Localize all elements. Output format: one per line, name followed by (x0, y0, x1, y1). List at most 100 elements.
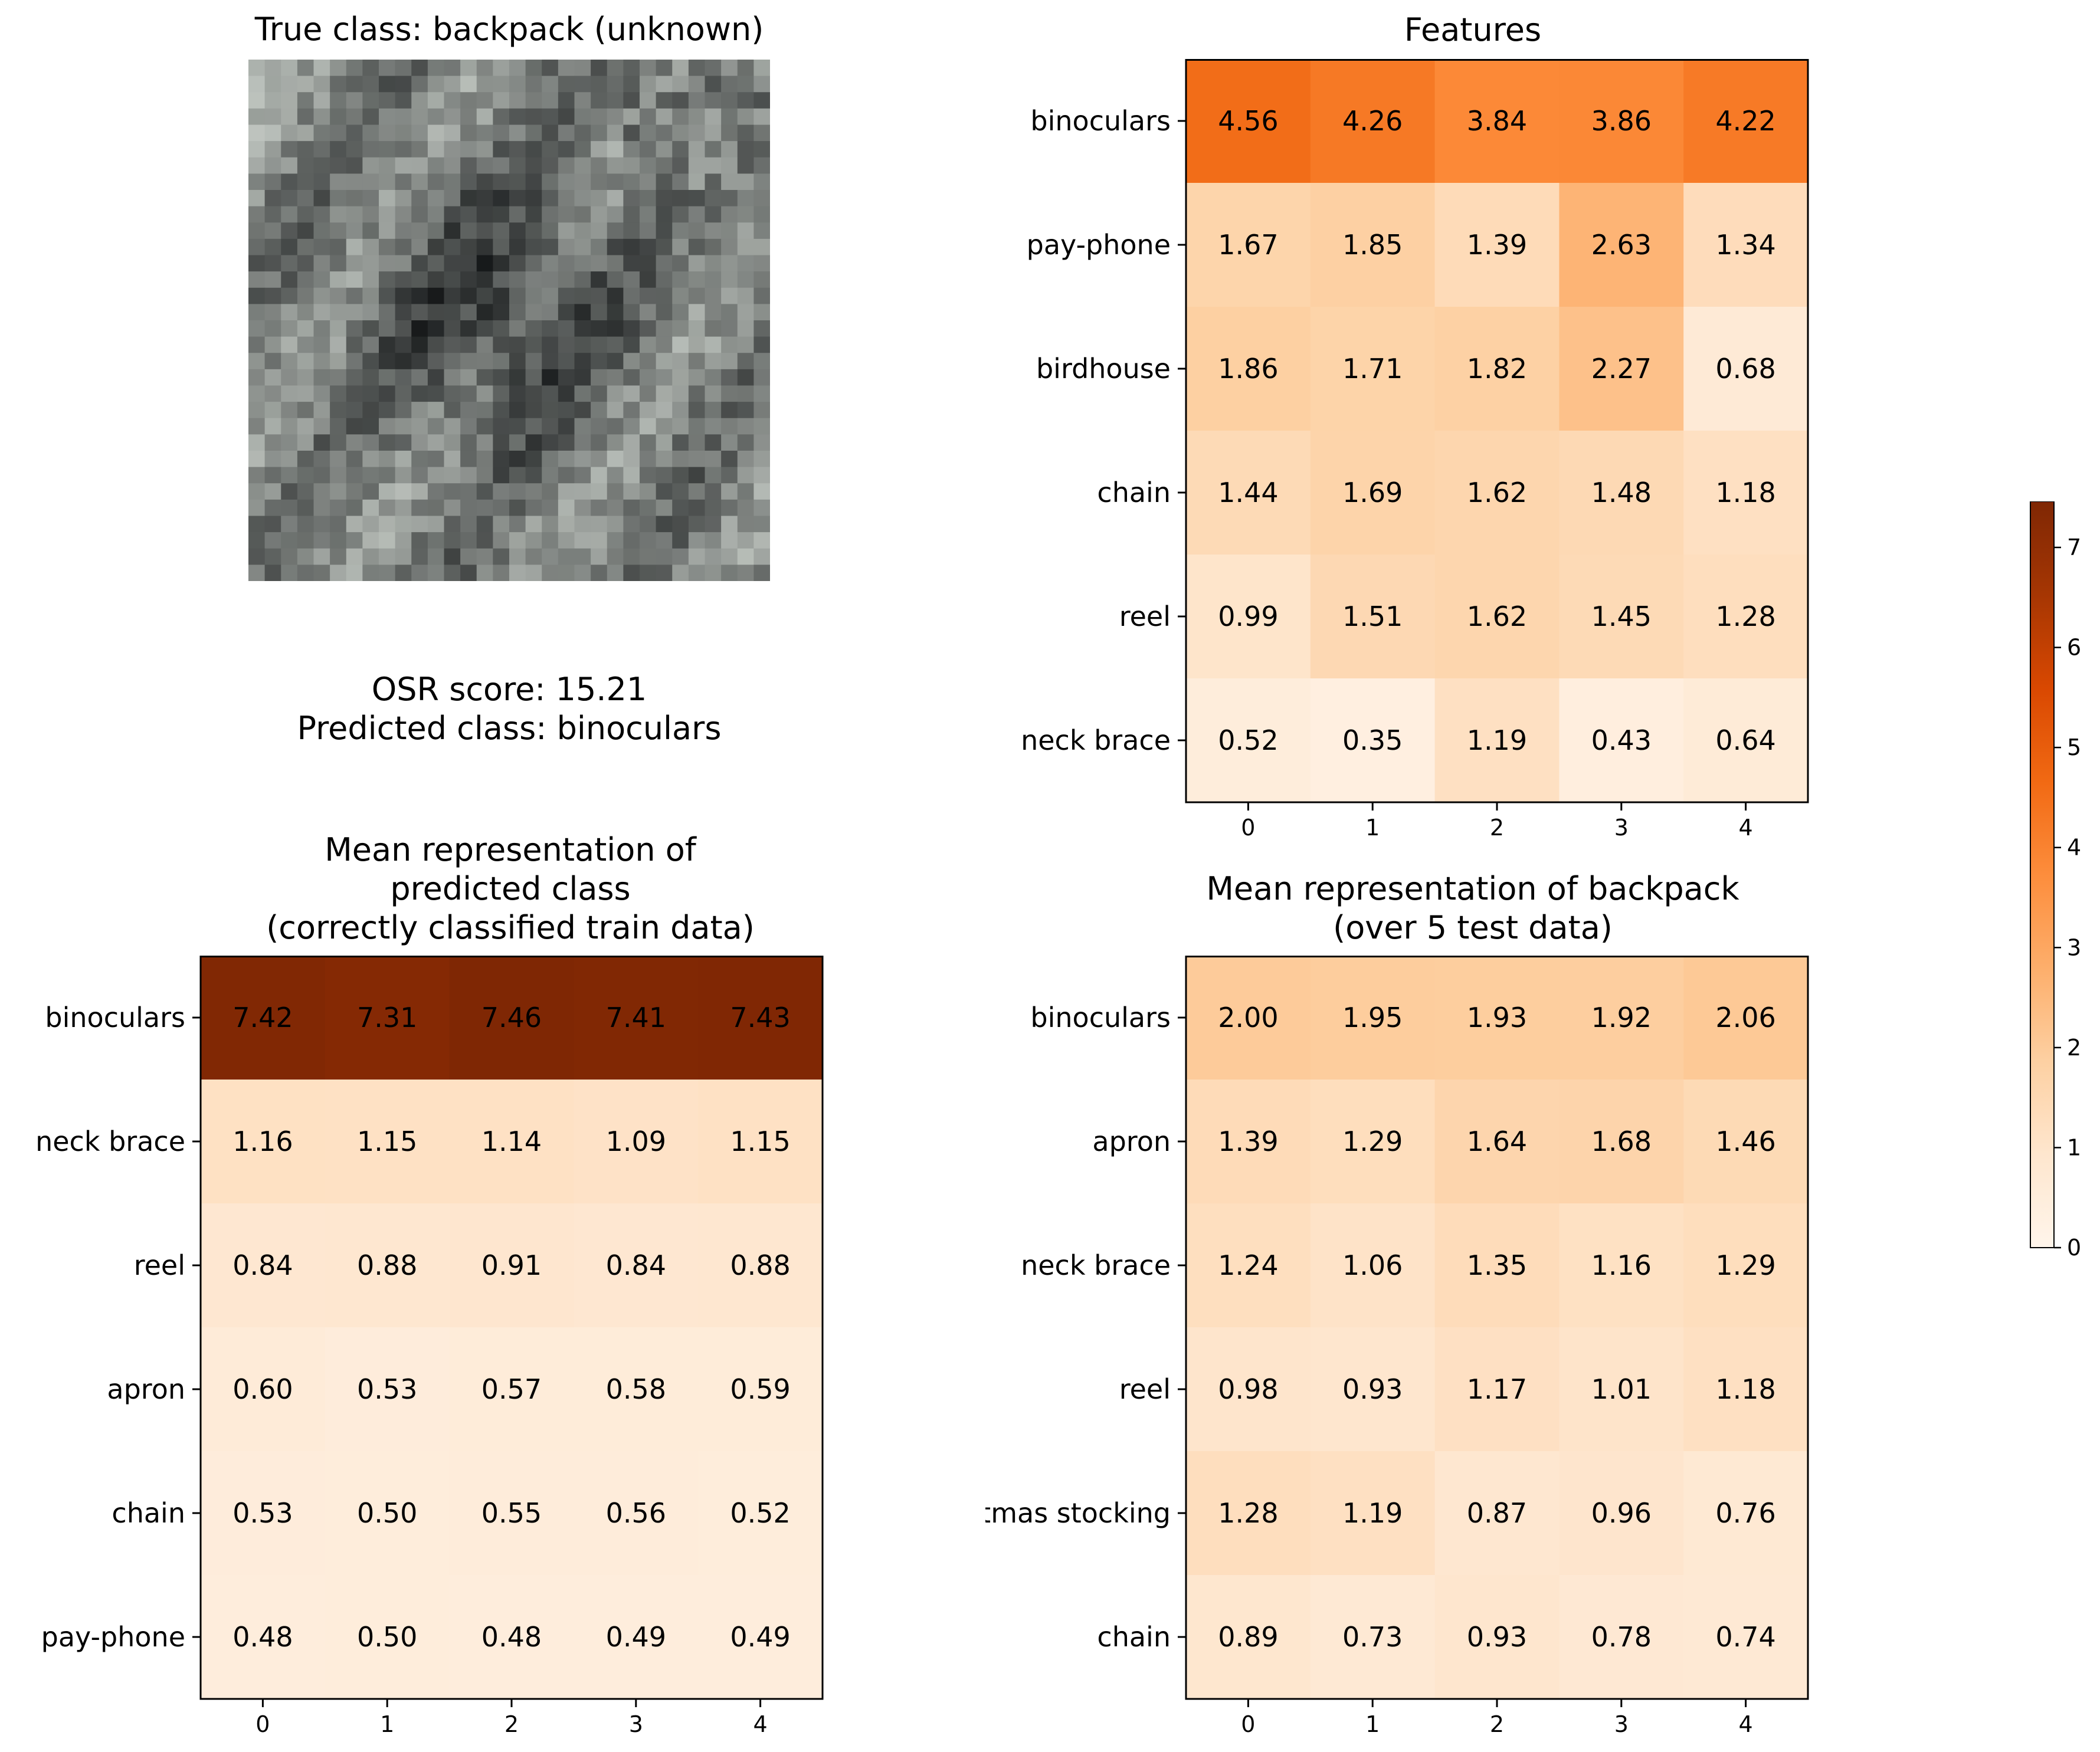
heatmap-cell (574, 1080, 699, 1204)
heatmap-cell-label: 0.48 (481, 1621, 542, 1653)
heatmap-cell (325, 956, 450, 1080)
heatmap-cell (449, 1575, 574, 1699)
heatmap-cell (1434, 1080, 1560, 1204)
heatmap-cell-label: 0.88 (357, 1249, 417, 1281)
row-label: reel (1119, 601, 1171, 632)
heatmap-cell-label: 7.43 (730, 1002, 790, 1034)
heatmap-cell-label: 0.48 (232, 1621, 293, 1653)
heatmap-cell-label: 0.73 (1342, 1621, 1403, 1653)
heatmap-cell-label: 0.76 (1715, 1497, 1775, 1529)
heatmap-cell-label: 1.28 (1218, 1497, 1278, 1529)
heatmap-cell-label: 0.84 (606, 1249, 666, 1281)
heatmap-cell-label: 1.45 (1591, 601, 1652, 632)
row-label: binoculars (45, 1002, 185, 1034)
heatmap-cell (325, 1575, 450, 1699)
column-label: 3 (1614, 1711, 1629, 1737)
heatmap-cell-label: 2.00 (1218, 1002, 1278, 1034)
heatmap-cell (1186, 956, 1311, 1080)
heatmap-cell-label: 1.82 (1467, 353, 1527, 385)
heatmap-cell (1310, 555, 1436, 679)
heatmap-cell (1559, 431, 1684, 555)
column-label: 2 (504, 1711, 519, 1737)
heatmap-cell (1559, 1080, 1684, 1204)
row-label: Christmas stocking (985, 1497, 1171, 1529)
row-label: birdhouse (1036, 353, 1171, 385)
heatmap-cell (1186, 307, 1311, 431)
heatmap-cell (1683, 956, 1809, 1080)
row-label: neck brace (35, 1126, 185, 1157)
row-label: chain (1097, 1621, 1171, 1653)
heatmap-cell (698, 1451, 823, 1576)
heatmap-cell (201, 1451, 326, 1576)
heatmap-cell-label: 1.93 (1467, 1002, 1527, 1034)
heatmap-cell-label: 0.96 (1591, 1497, 1652, 1529)
heatmap-cell (1559, 555, 1684, 679)
heatmap-cell-label: 1.39 (1467, 229, 1527, 261)
row-label: apron (1092, 1126, 1171, 1157)
heatmap-cell-label: 0.35 (1342, 724, 1403, 756)
column-label: 0 (1241, 1711, 1255, 1737)
heatmap-cell-label: 1.86 (1218, 353, 1278, 385)
heatmap-cell-label: 1.06 (1342, 1249, 1403, 1281)
row-label: pay-phone (1027, 229, 1171, 261)
heatmap-cell (1559, 956, 1684, 1080)
heatmap-cell (201, 1080, 326, 1204)
heatmap-cell-label: 0.52 (730, 1497, 790, 1529)
heatmap-cell (1186, 1203, 1311, 1328)
heatmap-cell (1310, 59, 1436, 183)
heatmap-cell (698, 1080, 823, 1204)
heatmap-cell-label: 0.87 (1467, 1497, 1527, 1529)
heatmap-cell-label: 1.48 (1591, 477, 1652, 508)
colorbar-tick-label: 4 (2067, 835, 2081, 861)
heatmap-cell (574, 1575, 699, 1699)
heatmap-cell (1186, 59, 1311, 183)
column-label: 1 (1365, 1711, 1380, 1737)
row-label: chain (1097, 477, 1171, 508)
column-label: 2 (1490, 1711, 1504, 1737)
heatmap-cell (325, 1327, 450, 1452)
heatmap-cell (1683, 59, 1809, 183)
heatmap-cell (1434, 1575, 1560, 1699)
column-label: 4 (753, 1711, 768, 1737)
heatmap-cell-label: 1.01 (1591, 1373, 1652, 1405)
heatmap-cell (1310, 1451, 1436, 1576)
heatmap-cell (1559, 1575, 1684, 1699)
heatmap-cell (1683, 1575, 1809, 1699)
heatmap-cell (1434, 1203, 1560, 1328)
colorbar-tick-label: 3 (2067, 934, 2081, 960)
heatmap-cell-label: 0.43 (1591, 724, 1652, 756)
heatmap-cell-label: 7.31 (357, 1002, 417, 1034)
heatmap-cell-label: 0.93 (1467, 1621, 1527, 1653)
heatmap-cell (574, 1327, 699, 1452)
heatmap-cell (1683, 1451, 1809, 1576)
heatmap-cell (1310, 1203, 1436, 1328)
heatmap-cell-label: 1.16 (232, 1126, 293, 1157)
heatmap-cell-label: 1.46 (1715, 1126, 1775, 1157)
heatmap-title-line: (over 5 test data) (1333, 909, 1613, 946)
osr-score-text: OSR score: 15.21 (371, 671, 647, 708)
heatmap-cell-label: 0.98 (1218, 1373, 1278, 1405)
heatmap-cell-label: 0.84 (232, 1249, 293, 1281)
heatmap-cell-label: 1.44 (1218, 477, 1278, 508)
heatmap-cell (1559, 183, 1684, 307)
heatmap-cell (574, 1203, 699, 1328)
input-image-pixels (248, 60, 770, 581)
row-label: reel (1119, 1373, 1171, 1405)
heatmap-cell-label: 1.19 (1467, 724, 1527, 756)
heatmap-cell-label: 1.92 (1591, 1002, 1652, 1034)
heatmap-train-mean-title: Mean representation of predicted class (co… (97, 831, 923, 947)
heatmap-cell (1434, 1327, 1560, 1452)
heatmap-cell (1434, 555, 1560, 679)
heatmap-cell (1559, 1451, 1684, 1576)
heatmap-cell-label: 1.64 (1467, 1126, 1527, 1157)
heatmap-cell (1310, 183, 1436, 307)
heatmap-cell-label: 1.19 (1342, 1497, 1403, 1529)
heatmap-cell-label: 1.95 (1342, 1002, 1403, 1034)
heatmap-cell (1434, 183, 1560, 307)
heatmap-cell-label: 1.39 (1218, 1126, 1278, 1157)
heatmap-cell (201, 1203, 326, 1328)
colorbar-tick-label: 2 (2067, 1035, 2081, 1061)
heatmap-title-line: (correctly classified train data) (266, 909, 755, 946)
heatmap-cell-label: 1.34 (1715, 229, 1775, 261)
column-label: 2 (1490, 815, 1504, 841)
